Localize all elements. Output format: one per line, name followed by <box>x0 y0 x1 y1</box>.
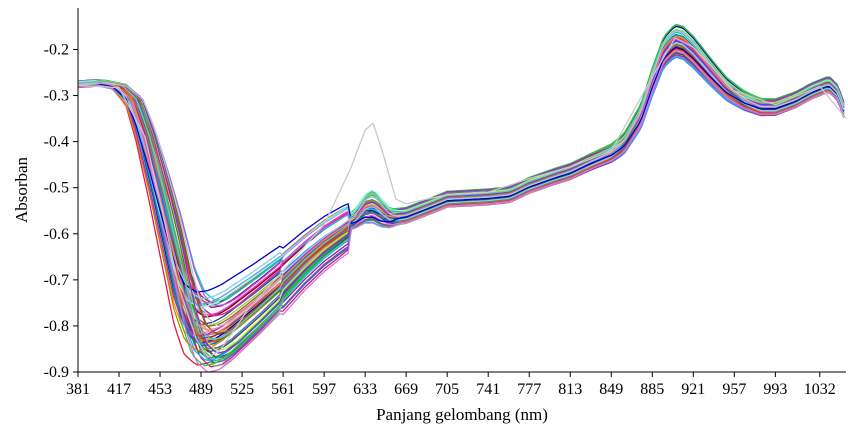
x-tick-label: 921 <box>681 381 705 398</box>
x-tick-label: 957 <box>722 381 746 398</box>
x-tick-label: 417 <box>107 381 131 398</box>
x-tick-label: 489 <box>189 381 213 398</box>
spectrum-line <box>77 42 845 300</box>
x-tick-label: 813 <box>558 381 582 398</box>
x-tick-label: 597 <box>312 381 336 398</box>
x-axis-title: Panjang gelombang (nm) <box>376 405 548 424</box>
y-axis-title: Absorban <box>12 156 31 223</box>
y-tick-label: -0.7 <box>44 272 69 289</box>
x-tick-label: 849 <box>599 381 623 398</box>
y-tick-label: -0.8 <box>44 318 69 335</box>
x-tick-label: 633 <box>353 381 377 398</box>
x-tick-label: 381 <box>66 381 90 398</box>
x-tick-label: 561 <box>271 381 295 398</box>
y-tick-label: -0.3 <box>44 88 69 105</box>
x-tick-label: 525 <box>230 381 254 398</box>
axis-layer <box>77 8 846 373</box>
y-tick-label: -0.9 <box>44 364 69 381</box>
x-tick-label: 1032 <box>804 381 836 398</box>
spectrum-line <box>77 50 845 373</box>
y-tick-label: -0.6 <box>44 226 69 243</box>
spectrum-line <box>77 29 845 341</box>
x-ticks: 381 417 453 489 525 561 597 633 669 705 741 777 813 8… <box>66 372 836 398</box>
spectrum-line <box>77 46 845 293</box>
spectrum-line <box>78 28 845 352</box>
spectrum-line <box>77 36 845 308</box>
series-layer <box>77 23 847 373</box>
y-tick-label: -0.5 <box>44 180 69 197</box>
outlier-spectrum-line <box>77 37 847 358</box>
spectrum-line <box>78 31 845 301</box>
x-tick-label: 453 <box>148 381 172 398</box>
x-tick-label: 705 <box>435 381 459 398</box>
y-tick-label: -0.2 <box>44 41 69 58</box>
y-ticks: -0.9 -0.8 -0.7 -0.6 -0.5 -0.4 -0.3 -0.2 <box>44 41 78 381</box>
x-tick-label: 993 <box>763 381 787 398</box>
spectrum-line <box>78 40 845 354</box>
x-tick-label: 777 <box>517 381 541 398</box>
x-tick-label: 741 <box>476 381 500 398</box>
x-tick-label: 885 <box>640 381 664 398</box>
x-tick-label: 669 <box>394 381 418 398</box>
y-tick-label: -0.4 <box>44 134 69 151</box>
